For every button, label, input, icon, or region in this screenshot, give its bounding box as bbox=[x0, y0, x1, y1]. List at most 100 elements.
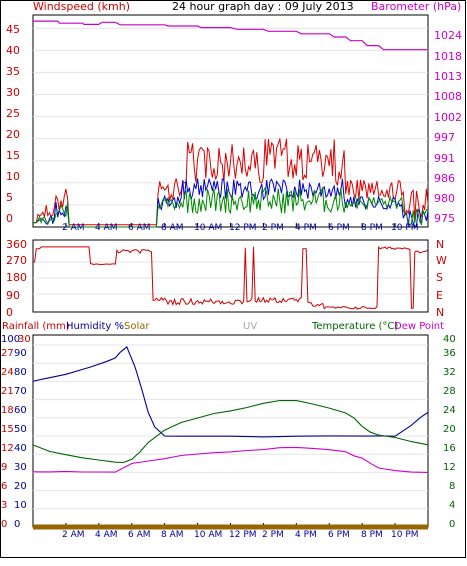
compass-tick-label: N bbox=[436, 238, 444, 251]
wind-tick-label: 35 bbox=[6, 65, 20, 78]
wind-barometer-series bbox=[33, 20, 429, 228]
x-tick-label: 8 PM bbox=[361, 530, 383, 540]
humidity-tick-label: 90 bbox=[14, 348, 27, 359]
humidity-tick-label: 10 bbox=[14, 500, 27, 511]
humidity-temperature-panel bbox=[32, 334, 429, 528]
wind-tick-label: 40 bbox=[6, 44, 20, 57]
wind-direction-series bbox=[33, 246, 429, 310]
x-tick-label: 2 PM bbox=[262, 223, 284, 233]
humidity-tick-label: 50 bbox=[14, 424, 27, 435]
baro-tick-label: 980 bbox=[434, 192, 455, 205]
direction-tick-label: 0 bbox=[6, 306, 13, 319]
humidity-temperature-series bbox=[32, 346, 429, 530]
direction-tick-label: 270 bbox=[6, 254, 27, 267]
wind-x-tick-labels: 2 AM 4 AM 6 AM 8 AM 10 AM 12 PM 2 PM 4 P… bbox=[62, 223, 419, 233]
temp-tick-label: 8 bbox=[449, 481, 455, 492]
wind-direction-panel bbox=[32, 239, 429, 313]
x-tick-label: 10 AM bbox=[194, 530, 222, 540]
rain-tick-label: 18 bbox=[1, 405, 14, 416]
x-tick-label: 2 AM bbox=[62, 530, 85, 540]
wind-direction-line bbox=[33, 246, 429, 310]
direction-tick-label: 360 bbox=[6, 238, 27, 251]
x-tick-label: 4 PM bbox=[295, 223, 317, 233]
baro-tick-label: 1018 bbox=[434, 50, 462, 63]
direction-left-tick-labels: 0 90 180 270 360 bbox=[6, 238, 27, 319]
wind-tick-label: 15 bbox=[6, 149, 20, 162]
dewpoint-line bbox=[32, 446, 429, 473]
baro-tick-label: 986 bbox=[434, 172, 455, 185]
x-tick-label: 8 AM bbox=[161, 530, 184, 540]
rain-tick-label: 30 bbox=[18, 334, 31, 345]
wind-speed-line bbox=[33, 186, 429, 228]
temp-tick-label: 20 bbox=[443, 424, 456, 435]
x-tick-label: 6 AM bbox=[128, 530, 151, 540]
compass-tick-label: N bbox=[436, 306, 444, 319]
baro-tick-label: 1008 bbox=[434, 90, 462, 103]
compass-tick-label: E bbox=[436, 289, 443, 302]
temp-x-tick-labels: 2 AM 4 AM 6 AM 8 AM 10 AM 12 PM 2 PM 4 P… bbox=[62, 530, 419, 540]
x-tick-label: 6 PM bbox=[328, 223, 350, 233]
x-tick-label: 10 PM bbox=[391, 530, 419, 540]
baro-tick-label: 1024 bbox=[434, 29, 462, 42]
x-tick-label: 6 PM bbox=[328, 530, 350, 540]
humidity-tick-label: 20 bbox=[14, 481, 27, 492]
x-tick-label: 12 PM bbox=[229, 530, 257, 540]
compass-tick-label: S bbox=[436, 271, 443, 284]
rainfall-legend-label: Rainfall (mm) bbox=[2, 321, 70, 332]
temperature-line bbox=[32, 399, 429, 464]
wind-tick-label: 25 bbox=[6, 107, 20, 120]
humidity-tick-label: 30 bbox=[14, 462, 27, 473]
chart-title: 24 hour graph day : 09 July 2013 bbox=[172, 0, 354, 13]
x-tick-label: 12 PM bbox=[229, 223, 257, 233]
temp-tick-label: 0 bbox=[449, 519, 455, 530]
solar-legend-label: Solar bbox=[124, 321, 150, 332]
direction-tick-label: 90 bbox=[6, 289, 20, 302]
rain-tick-label: 3 bbox=[1, 500, 7, 511]
temp-tick-label: 36 bbox=[443, 348, 456, 359]
rain-tick-label: 24 bbox=[1, 367, 14, 378]
rain-humidity-left-tick-labels: 0 3 6 9 12 15 18 21 24 27 30 0 10 20 30 … bbox=[1, 334, 31, 530]
windspeed-axis-label: Windspeed (kmh) bbox=[33, 0, 130, 13]
barometer-right-tick-labels: 975 980 986 991 997 1002 1008 1013 1018 … bbox=[434, 29, 462, 225]
humidity-tick-label: 80 bbox=[14, 367, 27, 378]
compass-tick-label: W bbox=[436, 254, 447, 267]
temp-tick-label: 24 bbox=[443, 405, 456, 416]
wind-gust-line bbox=[33, 138, 429, 226]
x-tick-label: 10 PM bbox=[391, 223, 419, 233]
x-tick-label: 2 PM bbox=[262, 530, 284, 540]
wind-x-tick-marks bbox=[65, 223, 396, 227]
uv-legend-label: UV bbox=[243, 321, 257, 332]
x-tick-label: 8 AM bbox=[161, 223, 184, 233]
rain-tick-label: 9 bbox=[1, 462, 7, 473]
direction-panel-gridlines bbox=[33, 261, 428, 295]
wind-tick-label: 20 bbox=[6, 128, 20, 141]
rain-tick-label: 21 bbox=[1, 386, 14, 397]
temp-tick-label: 12 bbox=[443, 462, 456, 473]
humidity-line bbox=[32, 346, 429, 438]
barometer-axis-label: Barometer (hPa) bbox=[371, 0, 461, 13]
temperature-right-tick-labels: 0 4 8 12 16 20 24 28 32 36 40 bbox=[443, 334, 456, 530]
humidity-tick-label: 0 bbox=[14, 519, 20, 530]
temp-panel-gridlines bbox=[33, 344, 428, 510]
humidity-tick-label: 70 bbox=[14, 386, 27, 397]
baro-tick-label: 997 bbox=[434, 131, 455, 144]
humidity-tick-label: 60 bbox=[14, 405, 27, 416]
dewpoint-legend-label: Dew Point bbox=[394, 321, 444, 332]
baro-tick-label: 1002 bbox=[434, 111, 462, 124]
direction-right-tick-labels: N E S W N bbox=[436, 238, 447, 319]
temp-tick-label: 28 bbox=[443, 386, 456, 397]
x-tick-label: 8 PM bbox=[361, 223, 383, 233]
rain-tick-label: 15 bbox=[1, 424, 14, 435]
x-tick-label: 4 AM bbox=[95, 223, 118, 233]
barometer-line bbox=[33, 20, 428, 51]
wind-tick-label: 30 bbox=[6, 86, 20, 99]
wind-left-tick-labels: 0 5 10 15 20 25 30 35 40 45 bbox=[6, 23, 20, 225]
baro-tick-label: 991 bbox=[434, 152, 455, 165]
x-tick-label: 4 PM bbox=[295, 530, 317, 540]
x-tick-label: 10 AM bbox=[194, 223, 222, 233]
wind-tick-label: 5 bbox=[6, 191, 13, 204]
x-tick-label: 2 AM bbox=[62, 223, 85, 233]
temp-tick-label: 4 bbox=[449, 500, 455, 511]
humidity-tick-label: 40 bbox=[14, 443, 27, 454]
